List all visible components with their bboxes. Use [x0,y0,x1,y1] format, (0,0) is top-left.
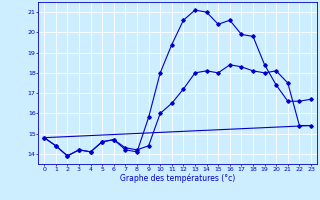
X-axis label: Graphe des températures (°c): Graphe des températures (°c) [120,173,235,183]
